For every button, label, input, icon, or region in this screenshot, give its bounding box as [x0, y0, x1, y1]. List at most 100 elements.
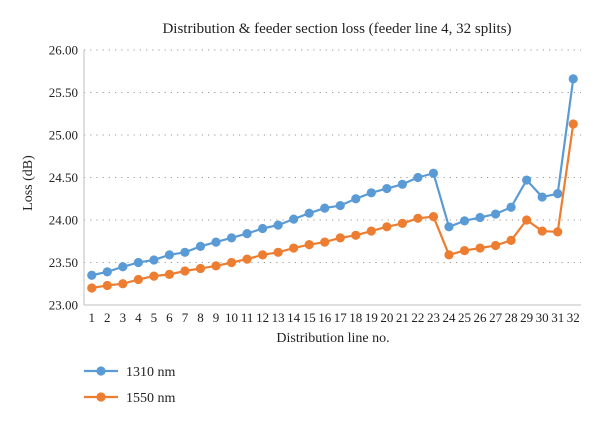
x-axis-title: Distribution line no. — [276, 331, 389, 346]
series-group — [87, 74, 578, 293]
data-point — [459, 246, 470, 256]
x-tick-label: 6 — [166, 310, 173, 325]
data-point — [164, 250, 175, 260]
y-tick-labels: 23.00 23.50 24.00 24.50 25.00 25.50 26.00 — [49, 43, 78, 313]
x-tick-label: 18 — [349, 310, 362, 325]
data-point — [490, 240, 501, 251]
data-point — [537, 192, 547, 202]
data-point — [568, 74, 578, 84]
x-tick-label: 30 — [536, 310, 549, 325]
data-point — [149, 255, 159, 265]
x-tick-label: 5 — [151, 310, 158, 325]
data-point — [351, 194, 361, 204]
legend-label: 1310 nm — [126, 365, 176, 380]
legend-entry: 1550 nm — [84, 391, 176, 406]
y-tick-label: 24.50 — [49, 170, 78, 185]
y-tick-label: 26.00 — [49, 43, 78, 58]
y-tick-label: 24.00 — [49, 213, 78, 228]
data-point — [444, 250, 454, 260]
x-tick-label: 2 — [104, 310, 111, 325]
data-point — [180, 247, 190, 257]
data-point — [475, 243, 485, 253]
x-tick-label: 22 — [411, 310, 424, 325]
legend-label: 1550 nm — [126, 391, 176, 406]
x-tick-label: 26 — [474, 310, 488, 325]
data-point — [133, 257, 143, 268]
data-point — [226, 257, 237, 268]
x-tick-label: 14 — [287, 310, 301, 325]
data-point — [366, 188, 376, 198]
x-tick-label: 4 — [135, 310, 142, 325]
data-point — [522, 215, 532, 225]
y-tick-label: 25.00 — [49, 128, 78, 143]
x-tick-label: 19 — [365, 310, 378, 325]
legend-entry: 1310 nm — [84, 365, 176, 380]
data-point — [273, 220, 283, 230]
data-point — [289, 214, 299, 224]
x-tick-label: 29 — [520, 310, 533, 325]
data-point — [211, 237, 221, 247]
x-tick-label: 13 — [272, 310, 285, 325]
legend: 1310 nm 1550 nm — [84, 365, 176, 406]
data-point — [522, 175, 532, 185]
data-point — [428, 168, 439, 178]
data-point — [413, 213, 423, 223]
data-point — [304, 240, 314, 250]
data-point — [320, 203, 330, 213]
data-point — [490, 209, 501, 219]
x-tick-label: 12 — [256, 310, 269, 325]
data-point — [397, 179, 407, 189]
x-tick-label: 17 — [334, 310, 348, 325]
x-tick-label: 11 — [241, 310, 254, 325]
data-point — [475, 212, 485, 223]
data-point — [553, 227, 563, 237]
data-point — [366, 226, 376, 236]
x-tick-label: 25 — [458, 310, 471, 325]
data-point — [351, 230, 361, 240]
data-point — [428, 212, 439, 222]
data-point — [226, 233, 237, 243]
y-tick-label: 25.50 — [49, 85, 78, 100]
axes — [83, 50, 581, 306]
x-tick-label: 7 — [182, 310, 189, 325]
data-point — [289, 243, 299, 253]
x-tick-label: 9 — [213, 310, 220, 325]
y-tick-label: 23.50 — [49, 255, 78, 270]
x-tick-label: 27 — [489, 310, 503, 325]
x-tick-label: 15 — [303, 310, 316, 325]
data-point — [180, 266, 190, 276]
data-point — [335, 200, 345, 211]
data-point — [242, 254, 252, 264]
x-tick-label: 8 — [197, 310, 204, 325]
data-point — [211, 261, 221, 271]
x-tick-label: 23 — [427, 310, 440, 325]
series-1310nm — [87, 74, 578, 280]
x-tick-label: 24 — [442, 310, 456, 325]
x-tick-label: 32 — [567, 310, 580, 325]
data-point — [506, 202, 516, 212]
series-1550nm — [87, 119, 578, 293]
grid — [84, 49, 581, 263]
y-axis-title: Loss (dB) — [21, 155, 36, 211]
x-tick-label: 20 — [380, 310, 393, 325]
x-tick-label: 28 — [505, 310, 518, 325]
data-point — [242, 229, 252, 239]
x-tick-label: 3 — [120, 310, 127, 325]
legend-marker — [96, 366, 106, 376]
data-point — [273, 247, 283, 257]
data-point — [133, 274, 143, 285]
data-point — [258, 250, 268, 260]
x-tick-labels: 1 2 3 4 5 6 7 8 9 10 11 12 13 14 15 16 17 18 19 20 21 22 23 24 2… — [89, 310, 580, 325]
data-point — [195, 241, 206, 251]
data-point — [118, 262, 128, 272]
legend-marker — [96, 392, 106, 402]
data-point — [568, 119, 578, 129]
x-tick-label: 31 — [551, 310, 564, 325]
data-point — [537, 226, 547, 236]
data-point — [459, 216, 470, 226]
data-point — [320, 237, 330, 247]
chart-title: Distribution & feeder section loss (feed… — [162, 21, 511, 37]
data-point — [506, 235, 516, 245]
data-point — [118, 279, 128, 289]
x-tick-label: 21 — [396, 310, 409, 325]
